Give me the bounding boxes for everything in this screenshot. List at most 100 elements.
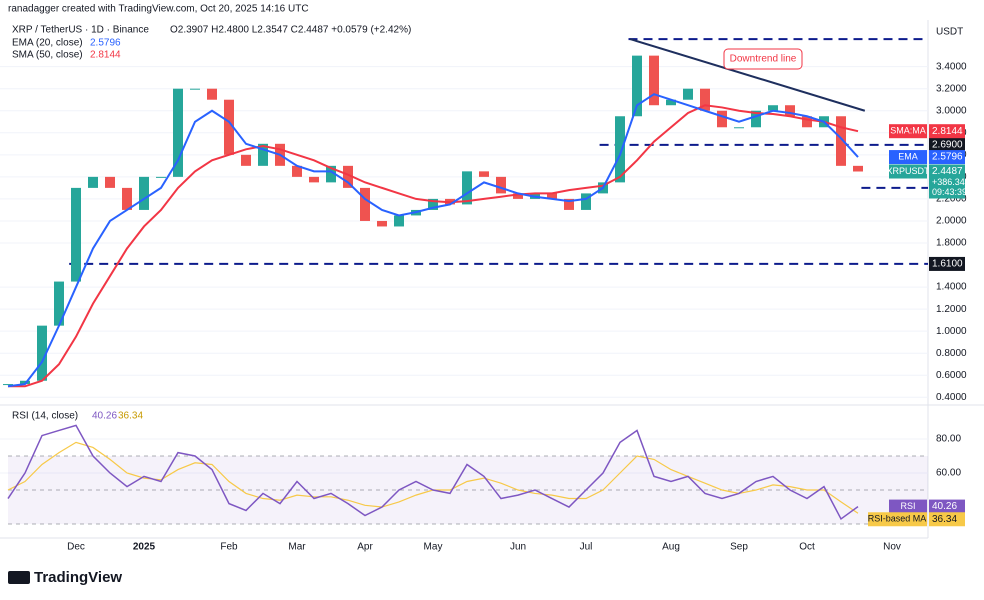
currency: USDT [936, 27, 963, 38]
y-tick-label: 60.00 [936, 468, 961, 479]
candle [547, 193, 557, 199]
x-tick-label: Aug [662, 542, 680, 553]
candle [224, 99, 234, 155]
tag-value: 36.34 [932, 514, 957, 525]
tag-value: 2.6900 [932, 140, 963, 151]
x-tick-label: Nov [883, 542, 901, 553]
line-series [7, 424, 859, 521]
y-tick-label: 3.2000 [936, 83, 967, 94]
y-tick-label: 3.0000 [936, 105, 967, 116]
rsi-title: RSI (14, close) [12, 411, 78, 422]
candle [190, 88, 200, 90]
y-tick-label: 1.2000 [936, 304, 967, 315]
candle [717, 110, 727, 128]
x-tick-label: 2025 [133, 542, 156, 553]
candle [241, 154, 251, 166]
candle [258, 143, 268, 166]
tag-name: SMA:MA [890, 126, 926, 136]
logo-icon [8, 571, 30, 584]
candle [20, 380, 30, 385]
candle [105, 176, 115, 188]
candle [173, 88, 183, 177]
candle [377, 220, 387, 227]
tag-value-box [929, 150, 965, 165]
x-tick-label: Mar [288, 542, 306, 553]
legend-value: 2.5796 [90, 38, 121, 49]
annotation-box [723, 48, 803, 70]
ohlc: O2.3907 H2.4800 L2.3547 C2.4487 +0.0579 … [170, 25, 411, 36]
y-tick-label: 1.4000 [936, 282, 967, 293]
candle [836, 116, 846, 166]
x-tick-label: Oct [799, 542, 815, 553]
candle [785, 105, 795, 117]
tag-name-box [868, 512, 927, 527]
candle [700, 88, 710, 111]
candle [513, 193, 523, 199]
candle [683, 88, 693, 100]
tag-name: XRPUSDT [886, 166, 930, 176]
tag-value-box [929, 124, 965, 139]
candle [666, 99, 676, 106]
tag-value-box [929, 512, 965, 527]
x-tick-label: Apr [357, 542, 373, 553]
candle [496, 176, 506, 194]
candle [360, 187, 370, 221]
y-tick-label: 0.6000 [936, 370, 967, 381]
tag-value-box [929, 499, 965, 514]
candle [292, 165, 302, 177]
candle [122, 187, 132, 210]
tag-value-box [929, 137, 965, 152]
tag-value: 2.4487 [932, 166, 963, 177]
x-tick-label: May [424, 542, 443, 553]
candle [139, 176, 149, 210]
tag-value: 40.26 [932, 501, 957, 512]
candle [751, 110, 761, 128]
candle [207, 88, 217, 100]
rsi-legend-value: 36.34 [118, 411, 143, 422]
candle [394, 215, 404, 227]
candle [734, 127, 744, 129]
candle [615, 116, 625, 183]
candle [54, 281, 64, 326]
candle [853, 165, 863, 172]
tag-value-box [929, 256, 965, 271]
candle [156, 176, 166, 178]
legend-entry: EMA (20, close) [12, 38, 83, 49]
candle [462, 171, 472, 205]
x-tick-label: Sep [730, 542, 748, 553]
tag-value: 2.5796 [932, 152, 963, 163]
x-tick-label: Dec [67, 542, 85, 553]
y-tick-label: 3.4000 [936, 61, 967, 72]
line-series [8, 104, 859, 388]
logo: TradingView [8, 569, 122, 586]
symbol-title: XRP / TetherUS · 1D · Binance [12, 25, 149, 36]
candle [37, 325, 47, 381]
candle [768, 105, 778, 111]
trendline [629, 38, 866, 112]
y-tick-label: 1.8000 [936, 238, 967, 249]
candle [564, 198, 574, 210]
candle [71, 187, 81, 282]
candle [649, 55, 659, 106]
candle [428, 198, 438, 210]
legend-value: 2.8144 [90, 50, 121, 61]
header: ranadagger created with TradingView.com,… [8, 4, 309, 15]
candle [88, 176, 98, 188]
candle [3, 384, 13, 386]
tag-name-box [889, 124, 927, 139]
rsi-legend-value: 40.26 [92, 411, 117, 422]
y-tick-label: 80.00 [936, 434, 961, 445]
x-tick-label: Feb [220, 542, 238, 553]
line-series [7, 93, 859, 388]
x-tick-label: Jun [510, 542, 526, 553]
candle [326, 165, 336, 183]
x-tick-label: Jul [580, 542, 593, 553]
tag-extra: +386.34% [932, 177, 973, 187]
y-tick-label: 0.8000 [936, 348, 967, 359]
tag-name: EMA [898, 151, 918, 161]
candle [343, 165, 353, 188]
candle [581, 193, 591, 210]
tag-value: 2.8144 [932, 126, 963, 137]
